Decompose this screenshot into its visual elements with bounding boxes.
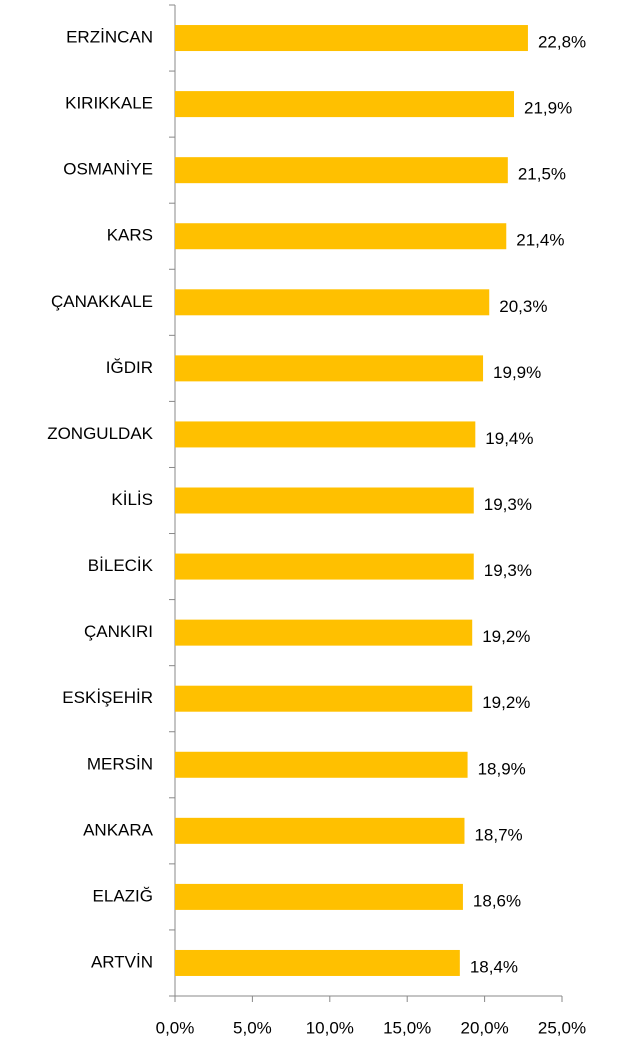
y-tick-label: ESKİŞEHİR [62,688,153,707]
value-label: 21,9% [524,99,572,118]
y-tick-label: ANKARA [83,820,154,839]
bar [175,355,484,382]
value-label: 19,3% [484,561,532,580]
bar [175,751,468,778]
x-tick-label: 5,0% [233,1018,272,1037]
bar [175,883,463,910]
bar [175,25,528,52]
bar [175,421,476,448]
y-tick-label: ELAZIĞ [93,886,153,905]
bar [175,553,474,580]
value-label: 18,4% [470,957,518,976]
value-label: 18,7% [474,825,522,844]
bar [175,949,460,976]
bar [175,685,473,712]
y-tick-label: KIRIKKALE [65,94,153,113]
value-label: 19,9% [493,363,541,382]
y-tick-label: KİLİS [111,490,153,509]
value-label: 21,5% [518,165,566,184]
y-tick-label: ZONGULDAK [47,424,153,443]
value-label: 22,8% [538,33,586,52]
y-tick-label: ARTVİN [91,952,153,971]
value-label: 19,2% [482,693,530,712]
y-tick-label: ÇANAKKALE [51,292,153,311]
y-tick-label: ERZİNCAN [66,28,153,47]
y-tick-label: OSMANİYE [63,160,153,179]
y-tick-label: IĞDIR [106,358,153,377]
y-tick-label: BİLECİK [88,556,154,575]
value-label: 21,4% [516,231,564,250]
y-tick-label: KARS [107,226,153,245]
bar [175,817,465,844]
bar [175,289,490,316]
value-label: 19,4% [485,429,533,448]
value-label: 18,6% [473,891,521,910]
x-tick-label: 15,0% [383,1018,431,1037]
bar [175,157,508,184]
value-label: 18,9% [478,759,526,778]
bar [175,487,474,514]
value-label: 19,2% [482,627,530,646]
y-tick-label: MERSİN [87,754,153,773]
bar [175,619,473,646]
value-label: 19,3% [484,495,532,514]
x-tick-label: 25,0% [538,1018,586,1037]
y-tick-label: ÇANKIRI [84,622,153,641]
x-tick-label: 20,0% [460,1018,508,1037]
bar [175,91,515,118]
x-tick-label: 10,0% [306,1018,354,1037]
x-tick-label: 0,0% [156,1018,195,1037]
bar [175,223,507,250]
value-label: 20,3% [499,297,547,316]
